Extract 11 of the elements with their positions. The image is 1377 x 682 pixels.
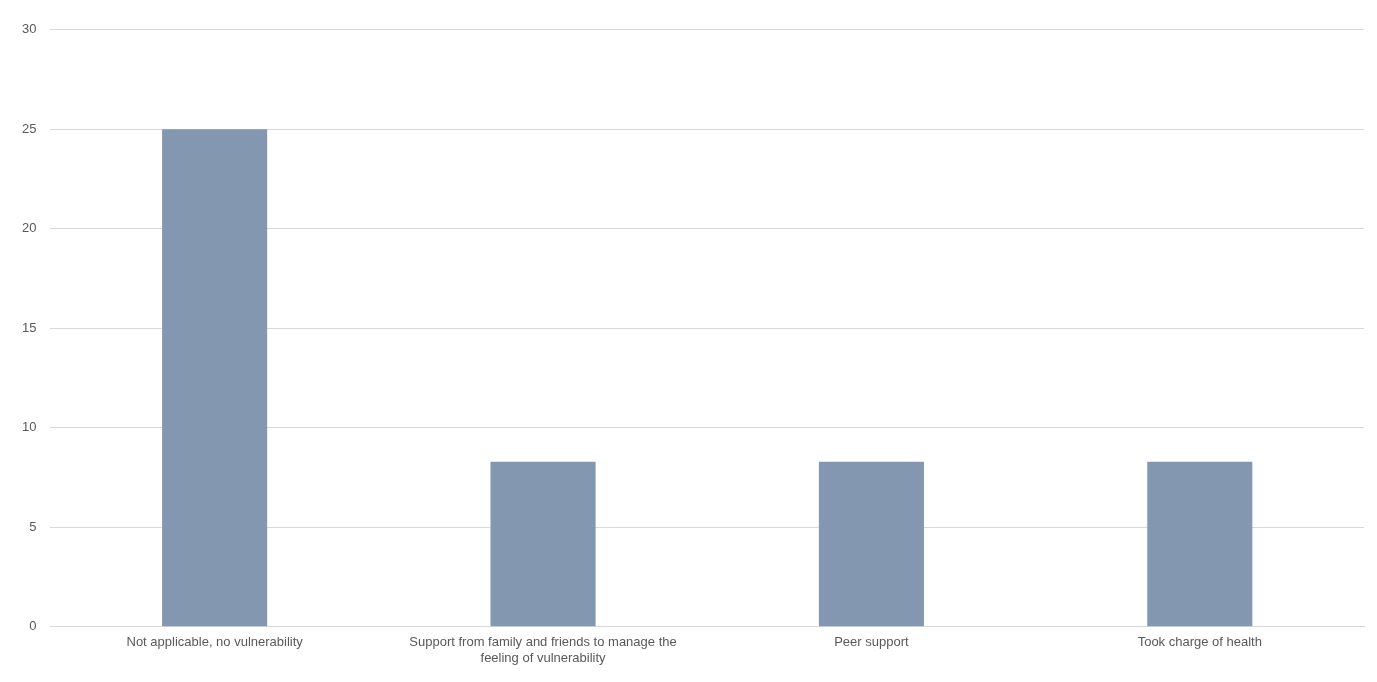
y-tick-label: 10 xyxy=(21,419,37,435)
x-tick-label: Support from family and friends to manage the feeling of vulnerability xyxy=(409,634,677,665)
y-tick-label: 15 xyxy=(21,319,37,335)
x-tick-label: Took charge of health xyxy=(1137,634,1262,650)
y-tick-label: 30 xyxy=(21,21,37,37)
x-tick-label: Not applicable, no vulnerability xyxy=(126,634,304,650)
x-tick-label: Peer support xyxy=(834,634,910,650)
y-tick-label: 0 xyxy=(29,618,37,634)
y-tick-label: 20 xyxy=(21,220,37,236)
y-tick-label: 25 xyxy=(21,120,37,136)
y-tick-label: 5 xyxy=(29,518,37,534)
